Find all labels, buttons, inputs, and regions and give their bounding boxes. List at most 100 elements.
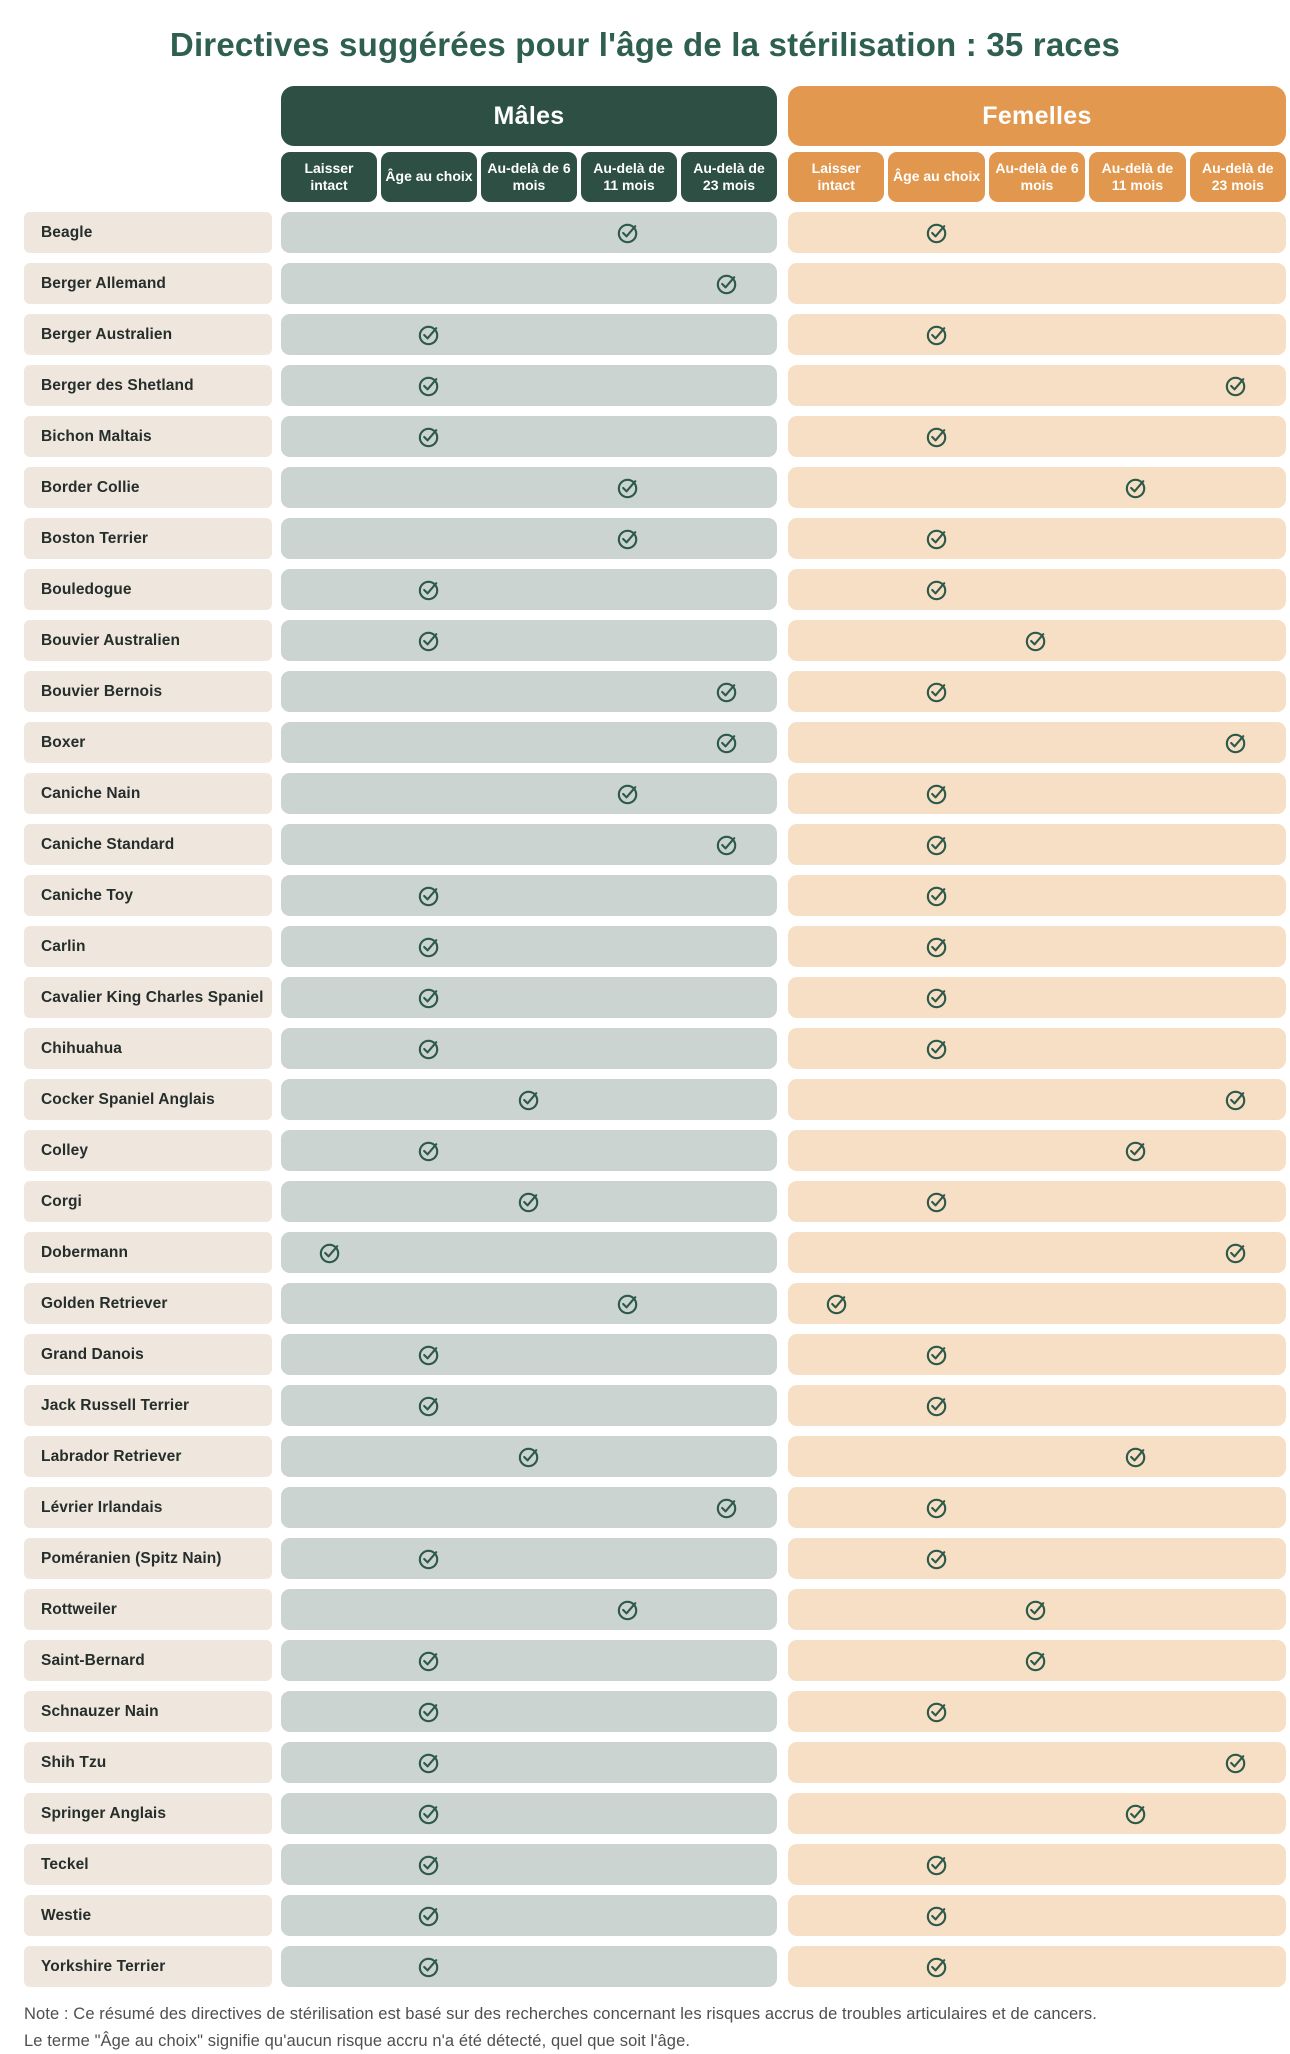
male-cell-3: [579, 977, 678, 1018]
female-row-zone: [788, 1079, 1286, 1120]
male-cell-4: [678, 1538, 777, 1579]
female-cell-4: [1186, 824, 1286, 865]
female-cell-2: [987, 824, 1087, 865]
male-cell-2: [479, 722, 578, 763]
breed-name: Golden Retriever: [24, 1283, 272, 1324]
male-cell-0: [281, 1538, 380, 1579]
male-cell-4: [678, 1895, 777, 1936]
female-cell-1: [888, 1793, 988, 1834]
male-cell-1: [380, 1079, 479, 1120]
female-row-zone: [788, 467, 1286, 508]
male-cell-1: [380, 569, 479, 610]
male-row-zone: [281, 824, 777, 865]
male-cell-3: [579, 365, 678, 406]
male-cell-3: [579, 1793, 678, 1834]
female-cell-4: [1186, 416, 1286, 457]
table-row: Springer Anglais: [24, 1793, 1286, 1834]
female-row-zone: [788, 824, 1286, 865]
female-row-zone: [788, 1946, 1286, 1987]
table-row: Bouvier Australien: [24, 620, 1286, 661]
male-cell-3: [579, 1691, 678, 1732]
circle-check-icon: [926, 325, 947, 346]
table-row: Bichon Maltais: [24, 416, 1286, 457]
circle-check-icon: [926, 1498, 947, 1519]
female-cell-2: [987, 1691, 1087, 1732]
male-cell-3: [579, 1895, 678, 1936]
female-cell-3: [1087, 1538, 1187, 1579]
male-cell-2: [479, 773, 578, 814]
female-cell-0: [788, 1844, 888, 1885]
table-row: Teckel: [24, 1844, 1286, 1885]
female-cell-4: [1186, 1181, 1286, 1222]
female-cell-3: [1087, 263, 1187, 304]
column-header-row: Laisser intact Âge au choix Au-delà de 6 m…: [24, 152, 1287, 202]
male-row-zone: [281, 1181, 777, 1222]
male-cell-4: [678, 773, 777, 814]
circle-check-icon: [419, 886, 439, 907]
breed-name: Saint-Bernard: [24, 1640, 272, 1681]
male-cell-4: [678, 212, 777, 253]
male-cell-2: [479, 1028, 578, 1069]
male-cell-2: [479, 1589, 578, 1630]
male-cell-0: [281, 1844, 380, 1885]
circle-check-icon: [419, 325, 439, 346]
male-cell-0: [281, 1691, 380, 1732]
male-cell-2: [479, 1793, 578, 1834]
female-cell-1: [888, 1283, 988, 1324]
breed-name: Chihuahua: [24, 1028, 272, 1069]
circle-check-icon: [926, 1906, 947, 1927]
footnote: Note : Ce résumé des directives de stéri…: [24, 2001, 1266, 2054]
table-row: Caniche Nain: [24, 773, 1286, 814]
female-cell-2: [987, 1487, 1087, 1528]
male-cell-0: [281, 671, 380, 712]
circle-check-icon: [419, 1651, 439, 1672]
male-cell-4: [678, 365, 777, 406]
female-cell-4: [1186, 1334, 1286, 1375]
female-cell-0: [788, 1334, 888, 1375]
male-cell-1: [380, 977, 479, 1018]
male-cell-1: [380, 518, 479, 559]
circle-check-icon: [1125, 1804, 1146, 1825]
female-cell-3: [1087, 1436, 1187, 1477]
male-row-zone: [281, 977, 777, 1018]
male-cell-0: [281, 1793, 380, 1834]
male-cell-0: [281, 1436, 380, 1477]
male-cell-2: [479, 1334, 578, 1375]
male-cell-4: [678, 1385, 777, 1426]
table-row: Jack Russell Terrier: [24, 1385, 1286, 1426]
male-cell-1: [380, 1538, 479, 1579]
male-cell-3: [579, 1946, 678, 1987]
male-cell-2: [479, 416, 578, 457]
female-row-zone: [788, 1895, 1286, 1936]
female-row-zone: [788, 1334, 1286, 1375]
male-cell-4: [678, 1334, 777, 1375]
female-cell-1: [888, 1028, 988, 1069]
male-row-zone: [281, 1589, 777, 1630]
female-cell-2: [987, 1436, 1087, 1477]
circle-check-icon: [716, 835, 737, 856]
female-cell-3: [1087, 1232, 1187, 1273]
male-cell-4: [678, 569, 777, 610]
circle-check-icon: [1225, 376, 1245, 397]
male-cell-0: [281, 1895, 380, 1936]
circle-check-icon: [926, 1396, 947, 1417]
male-cell-1: [380, 1589, 479, 1630]
female-cell-2: [987, 1181, 1087, 1222]
female-cell-3: [1087, 926, 1187, 967]
female-cell-1: [888, 926, 988, 967]
breed-name: Rottweiler: [24, 1589, 272, 1630]
male-row-zone: [281, 518, 777, 559]
table-row: Poméranien (Spitz Nain): [24, 1538, 1286, 1579]
circle-check-icon: [419, 1345, 439, 1366]
male-cell-0: [281, 467, 380, 508]
male-row-zone: [281, 1640, 777, 1681]
breed-rows: Beagle Berger Allemand Berger Australien: [24, 212, 1286, 1987]
male-row-zone: [281, 1895, 777, 1936]
female-cell-4: [1186, 722, 1286, 763]
male-cell-1: [380, 1640, 479, 1681]
female-cell-3: [1087, 1742, 1187, 1783]
male-cell-0: [281, 569, 380, 610]
female-cell-1: [888, 620, 988, 661]
circle-check-icon: [419, 1855, 439, 1876]
male-cell-1: [380, 263, 479, 304]
